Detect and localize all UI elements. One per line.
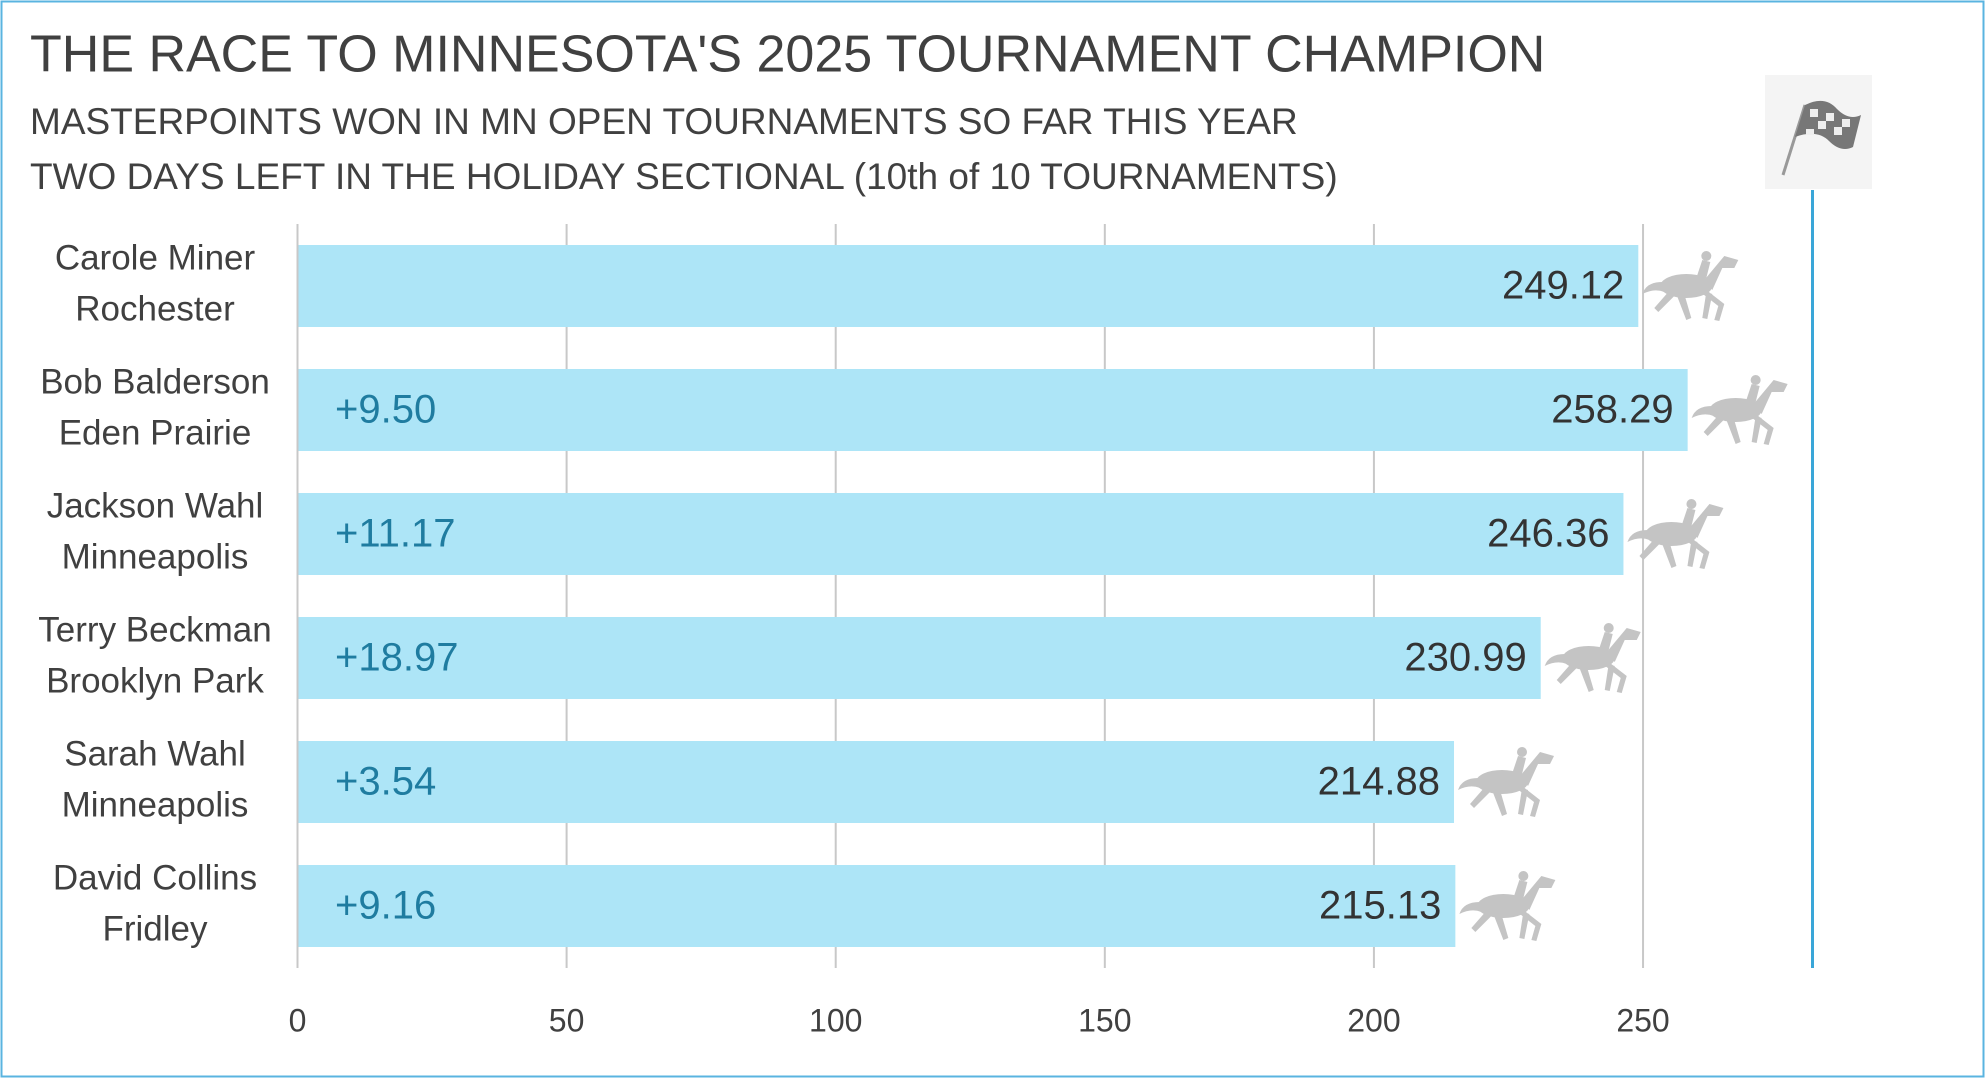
horse-tail xyxy=(1642,282,1665,294)
horse-icon xyxy=(1627,499,1724,569)
horse-legs xyxy=(1703,414,1774,445)
x-tick-label: 200 xyxy=(1347,1002,1400,1038)
y-tick-label: Sarah Wahl xyxy=(64,734,246,773)
y-tick-label: Minneapolis xyxy=(62,537,249,576)
value-label: 258.29 xyxy=(1551,388,1673,432)
subtitle: TWO DAYS LEFT IN THE HOLIDAY SECTIONAL (… xyxy=(30,156,1338,197)
jockey-head xyxy=(1517,747,1528,757)
horse-icon xyxy=(1691,375,1788,445)
jockey-head xyxy=(1701,251,1712,261)
bar xyxy=(297,369,1688,451)
horse-body xyxy=(1660,274,1713,298)
horse-neck xyxy=(1606,628,1641,662)
horse-legs xyxy=(1471,910,1542,941)
value-label: 246.36 xyxy=(1487,512,1609,556)
y-tick-label: Rochester xyxy=(75,289,235,328)
horse-body xyxy=(1476,770,1529,794)
horse-legs xyxy=(1470,786,1541,817)
y-tick-label: Bob Balderson xyxy=(40,362,270,401)
horse-neck xyxy=(1704,256,1739,290)
horse-neck xyxy=(1753,380,1788,414)
y-tick-label: David Collins xyxy=(53,858,257,897)
horse-neck xyxy=(1521,876,1556,910)
value-label: 249.12 xyxy=(1502,264,1624,308)
x-tick-label: 250 xyxy=(1616,1002,1669,1038)
y-tick-label: Eden Prairie xyxy=(59,413,252,452)
horse-tail xyxy=(1544,654,1567,666)
x-tick-label: 150 xyxy=(1078,1002,1131,1038)
y-tick-label: Minneapolis xyxy=(62,785,249,824)
jockey-head xyxy=(1518,871,1529,881)
x-tick-label: 100 xyxy=(809,1002,862,1038)
value-label: 230.99 xyxy=(1404,636,1526,680)
horse-body xyxy=(1477,894,1530,918)
value-label: 215.13 xyxy=(1319,884,1441,928)
horse-icon xyxy=(1642,251,1739,321)
jockey-head xyxy=(1603,623,1614,633)
jockey xyxy=(1696,260,1711,278)
subtitle: MASTERPOINTS WON IN MN OPEN TOURNAMENTS … xyxy=(30,101,1298,142)
bar xyxy=(297,617,1541,699)
horse-tail xyxy=(1627,530,1650,542)
horse-legs xyxy=(1639,538,1710,569)
y-tick-label: Carole Miner xyxy=(55,238,256,277)
jockey xyxy=(1598,632,1613,650)
jockey-head xyxy=(1686,499,1697,509)
horse-icon xyxy=(1544,623,1641,693)
horse-legs xyxy=(1556,662,1627,693)
bar xyxy=(297,865,1456,947)
bar xyxy=(297,741,1455,823)
horse-legs xyxy=(1654,290,1725,321)
horse-neck xyxy=(1689,504,1724,538)
bar xyxy=(297,493,1624,575)
horse-body xyxy=(1645,522,1698,546)
jockey xyxy=(1745,384,1760,402)
flag-icon xyxy=(1765,75,1872,189)
jockey-head xyxy=(1750,375,1761,385)
jockey xyxy=(1513,880,1528,898)
y-tick-label: Fridley xyxy=(102,909,208,948)
gain-label: +9.16 xyxy=(335,884,436,928)
horse-tail xyxy=(1459,902,1482,914)
y-tick-label: Brooklyn Park xyxy=(46,661,264,700)
horse-icon xyxy=(1458,747,1555,817)
horse-tail xyxy=(1691,406,1714,418)
horse-neck xyxy=(1520,752,1555,786)
x-tick-label: 50 xyxy=(549,1002,585,1038)
gain-label: +18.97 xyxy=(335,636,458,680)
horse-tail xyxy=(1458,778,1481,790)
jockey xyxy=(1512,756,1527,774)
horse-icon xyxy=(1459,871,1556,941)
horse-body xyxy=(1709,398,1762,422)
value-label: 214.88 xyxy=(1318,760,1440,804)
jockey xyxy=(1681,508,1696,526)
chart-title: THE RACE TO MINNESOTA'S 2025 TOURNAMENT … xyxy=(30,26,1545,84)
gain-label: +3.54 xyxy=(335,760,436,804)
x-tick-label: 0 xyxy=(289,1002,307,1038)
gain-label: +9.50 xyxy=(335,388,436,432)
horse-body xyxy=(1562,646,1615,670)
bar xyxy=(297,245,1639,327)
y-tick-label: Jackson Wahl xyxy=(47,486,264,525)
gain-label: +11.17 xyxy=(335,512,456,556)
y-tick-label: Terry Beckman xyxy=(38,610,271,649)
